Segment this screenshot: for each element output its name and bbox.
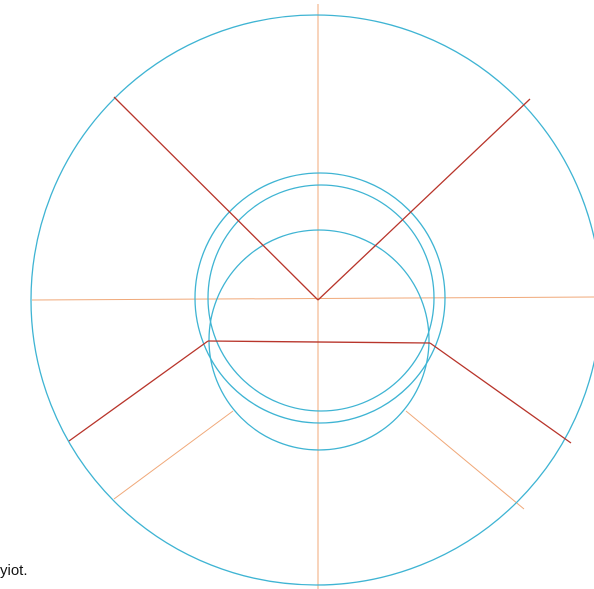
inner-circle-upper	[194, 172, 446, 424]
upper-right-diagonal-line	[317, 98, 531, 301]
lower-right-guide-line	[405, 410, 525, 510]
horizontal-chord-line	[207, 340, 431, 344]
horizontal-guide-line	[31, 296, 594, 301]
lower-left-guide-line	[113, 410, 234, 500]
outer-circle	[30, 14, 594, 586]
circles	[30, 14, 594, 586]
lower-left-diagonal-line	[68, 340, 209, 442]
guide-lines	[31, 4, 594, 589]
upper-left-diagonal-line	[113, 96, 319, 301]
main-lines	[68, 96, 572, 444]
lower-right-diagonal-line	[429, 342, 572, 444]
inner-circle-lower	[208, 229, 430, 451]
inner-circle-middle	[207, 184, 435, 412]
caption-text: yiot.	[0, 562, 28, 579]
